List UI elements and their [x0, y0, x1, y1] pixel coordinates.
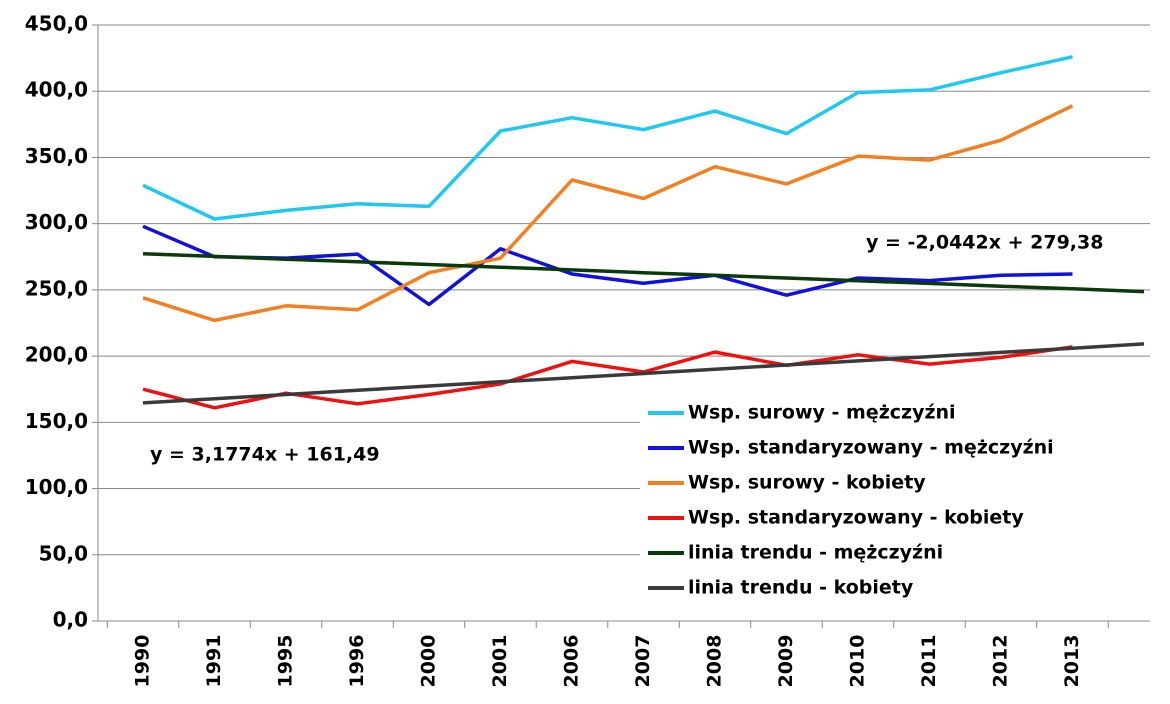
x-tick-label: 1991	[203, 635, 225, 688]
x-tick-label: 2011	[918, 635, 940, 688]
y-tick-label: 200,0	[25, 343, 88, 367]
series-line	[142, 251, 1145, 294]
x-tick-label: 2000	[418, 635, 440, 688]
x-tick-label: 1990	[132, 635, 154, 688]
annotation: y = 3,1774x + 161,49	[150, 444, 380, 466]
legend-label: Wsp. standaryzowany - kobiety	[688, 507, 1024, 529]
y-tick-label: 0,0	[53, 608, 88, 632]
legend-label: linia trendu - kobiety	[688, 577, 914, 599]
x-tick-label: 2013	[1061, 635, 1083, 688]
legend-label: linia trendu - mężczyźni	[688, 542, 943, 564]
y-tick-label: 450,0	[25, 12, 88, 36]
x-tick-label: 2001	[489, 635, 511, 688]
y-tick-label: 250,0	[25, 276, 88, 300]
annotation: y = -2,0442x + 279,38	[866, 232, 1103, 254]
y-tick-label: 350,0	[25, 144, 88, 168]
x-tick-label: 1995	[275, 635, 297, 688]
x-tick-label: 1996	[346, 635, 368, 688]
y-tick-label: 150,0	[25, 409, 88, 433]
x-tick-label: 2009	[775, 635, 797, 688]
y-tick-label: 300,0	[25, 210, 88, 234]
x-tick-label: 2006	[561, 635, 583, 688]
y-tick-label: 100,0	[25, 475, 88, 499]
series-line	[142, 55, 1073, 221]
series-line	[142, 104, 1074, 323]
x-tick-label: 2010	[847, 635, 869, 688]
x-tick-label: 2012	[990, 635, 1012, 688]
legend-label: Wsp. surowy - mężczyźni	[688, 402, 956, 424]
legend-label: Wsp. surowy - kobiety	[688, 472, 926, 494]
series-line	[142, 224, 1073, 307]
x-tick-label: 2008	[704, 635, 726, 688]
x-tick-label: 2007	[632, 635, 654, 688]
legend-background	[640, 392, 1160, 614]
y-tick-label: 50,0	[39, 541, 88, 565]
legend-label: Wsp. standaryzowany - mężczyźni	[688, 437, 1054, 459]
y-tick-label: 400,0	[25, 78, 88, 102]
series-line	[142, 342, 1145, 405]
